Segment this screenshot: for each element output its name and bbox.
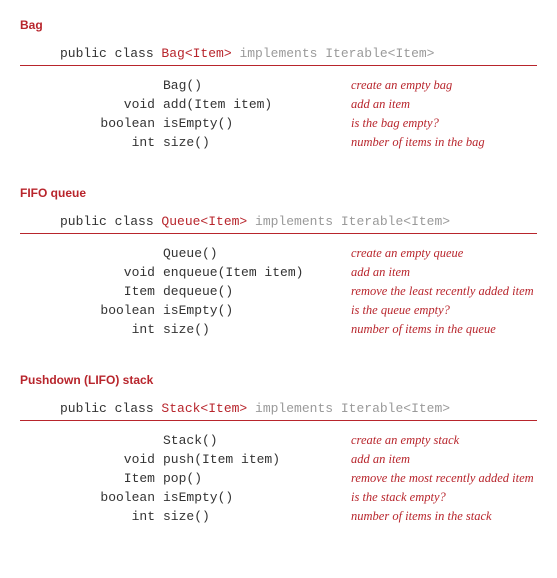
- method-signature: enqueue(Item item): [163, 263, 351, 282]
- return-type: int: [60, 507, 163, 526]
- api-section: Bag public class Bag<Item> implements Ite…: [20, 18, 537, 152]
- method-row: Queue()create an empty queue: [60, 244, 534, 263]
- method-row: Stack()create an empty stack: [60, 431, 534, 450]
- implements-clause: implements Iterable<Item>: [247, 214, 450, 229]
- method-signature: Bag(): [163, 76, 351, 95]
- method-description: create an empty stack: [351, 431, 534, 450]
- method-row: booleanisEmpty()is the queue empty?: [60, 301, 534, 320]
- method-row: intsize()number of items in the bag: [60, 133, 485, 152]
- section-title: FIFO queue: [20, 186, 537, 200]
- method-row: Itempop()remove the most recently added …: [60, 469, 534, 488]
- method-signature: isEmpty(): [163, 488, 351, 507]
- return-type: int: [60, 320, 163, 339]
- method-signature: Queue(): [163, 244, 351, 263]
- keyword-public-class: public class: [60, 401, 161, 416]
- api-section: FIFO queue public class Queue<Item> imple…: [20, 186, 537, 339]
- method-row: booleanisEmpty()is the stack empty?: [60, 488, 534, 507]
- return-type: boolean: [60, 114, 163, 133]
- method-signature: push(Item item): [163, 450, 351, 469]
- return-type: int: [60, 133, 163, 152]
- method-table: Queue()create an empty queuevoidenqueue(…: [60, 244, 534, 339]
- implements-clause: implements Iterable<Item>: [247, 401, 450, 416]
- method-signature: size(): [163, 320, 351, 339]
- class-name: Bag<Item>: [161, 46, 231, 61]
- return-type: Item: [60, 469, 163, 488]
- method-row: voidpush(Item item)add an item: [60, 450, 534, 469]
- method-signature: pop(): [163, 469, 351, 488]
- method-description: number of items in the bag: [351, 133, 485, 152]
- method-row: intsize()number of items in the stack: [60, 507, 534, 526]
- class-signature: public class Stack<Item> implements Iter…: [20, 399, 537, 421]
- method-description: remove the least recently added item: [351, 282, 534, 301]
- method-signature: add(Item item): [163, 95, 351, 114]
- method-description: add an item: [351, 450, 534, 469]
- method-description: number of items in the stack: [351, 507, 534, 526]
- method-description: is the bag empty?: [351, 114, 485, 133]
- method-description: create an empty queue: [351, 244, 534, 263]
- method-description: is the stack empty?: [351, 488, 534, 507]
- method-signature: size(): [163, 133, 351, 152]
- method-row: booleanisEmpty()is the bag empty?: [60, 114, 485, 133]
- method-signature: isEmpty(): [163, 114, 351, 133]
- section-title: Bag: [20, 18, 537, 32]
- api-spec-document: Bag public class Bag<Item> implements Ite…: [20, 18, 537, 526]
- method-row: Itemdequeue()remove the least recently a…: [60, 282, 534, 301]
- return-type: [60, 76, 163, 95]
- return-type: boolean: [60, 301, 163, 320]
- method-description: add an item: [351, 95, 485, 114]
- method-signature: isEmpty(): [163, 301, 351, 320]
- method-table: Stack()create an empty stackvoidpush(Ite…: [60, 431, 534, 526]
- method-signature: size(): [163, 507, 351, 526]
- method-description: is the queue empty?: [351, 301, 534, 320]
- class-signature: public class Queue<Item> implements Iter…: [20, 212, 537, 234]
- method-row: intsize()number of items in the queue: [60, 320, 534, 339]
- return-type: void: [60, 263, 163, 282]
- implements-clause: implements Iterable<Item>: [232, 46, 435, 61]
- method-row: voidenqueue(Item item)add an item: [60, 263, 534, 282]
- return-type: [60, 431, 163, 450]
- keyword-public-class: public class: [60, 214, 161, 229]
- section-title: Pushdown (LIFO) stack: [20, 373, 537, 387]
- method-signature: Stack(): [163, 431, 351, 450]
- return-type: Item: [60, 282, 163, 301]
- return-type: void: [60, 95, 163, 114]
- method-description: number of items in the queue: [351, 320, 534, 339]
- method-row: Bag()create an empty bag: [60, 76, 485, 95]
- method-description: add an item: [351, 263, 534, 282]
- method-description: remove the most recently added item: [351, 469, 534, 488]
- method-signature: dequeue(): [163, 282, 351, 301]
- return-type: [60, 244, 163, 263]
- return-type: void: [60, 450, 163, 469]
- class-name: Stack<Item>: [161, 401, 247, 416]
- keyword-public-class: public class: [60, 46, 161, 61]
- method-description: create an empty bag: [351, 76, 485, 95]
- method-table: Bag()create an empty bagvoidadd(Item ite…: [60, 76, 485, 152]
- return-type: boolean: [60, 488, 163, 507]
- class-signature: public class Bag<Item> implements Iterab…: [20, 44, 537, 66]
- api-section: Pushdown (LIFO) stack public class Stack<…: [20, 373, 537, 526]
- method-row: voidadd(Item item)add an item: [60, 95, 485, 114]
- class-name: Queue<Item>: [161, 214, 247, 229]
